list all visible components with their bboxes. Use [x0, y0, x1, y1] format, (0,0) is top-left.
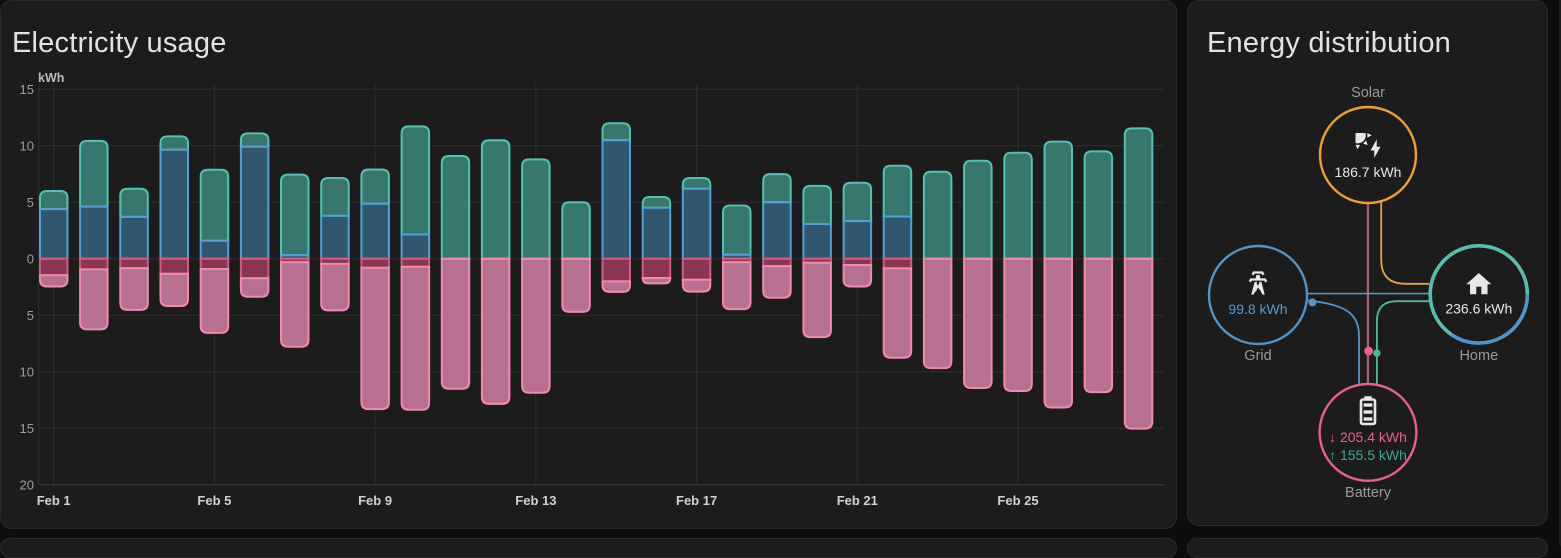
svg-text:Feb 21: Feb 21	[837, 493, 878, 508]
svg-text:Solar: Solar	[1351, 85, 1385, 101]
svg-text:236.6 kWh: 236.6 kWh	[1445, 301, 1512, 317]
svg-text:Grid: Grid	[1244, 348, 1271, 364]
svg-text:↓ 205.4 kWh: ↓ 205.4 kWh	[1329, 429, 1407, 445]
svg-text:Feb 1: Feb 1	[37, 493, 71, 508]
svg-text:10: 10	[20, 364, 34, 379]
svg-text:Feb 13: Feb 13	[515, 493, 556, 508]
svg-text:186.7 kWh: 186.7 kWh	[1335, 164, 1402, 180]
svg-text:10: 10	[20, 138, 34, 153]
svg-text:20: 20	[20, 477, 34, 492]
svg-text:kWh: kWh	[38, 71, 64, 85]
svg-text:Feb 5: Feb 5	[197, 493, 231, 508]
svg-text:99.8 kWh: 99.8 kWh	[1228, 301, 1287, 317]
svg-text:15: 15	[20, 82, 34, 97]
svg-text:Feb 9: Feb 9	[358, 493, 392, 508]
svg-text:Feb 17: Feb 17	[676, 493, 717, 508]
svg-text:Battery: Battery	[1345, 485, 1392, 501]
svg-text:Home: Home	[1459, 348, 1498, 364]
svg-text:Feb 25: Feb 25	[997, 493, 1038, 508]
svg-text:↑ 155.5 kWh: ↑ 155.5 kWh	[1329, 447, 1407, 463]
svg-text:15: 15	[20, 421, 34, 436]
svg-text:5: 5	[27, 195, 34, 210]
svg-text:0: 0	[27, 251, 34, 266]
svg-text:5: 5	[27, 308, 34, 323]
